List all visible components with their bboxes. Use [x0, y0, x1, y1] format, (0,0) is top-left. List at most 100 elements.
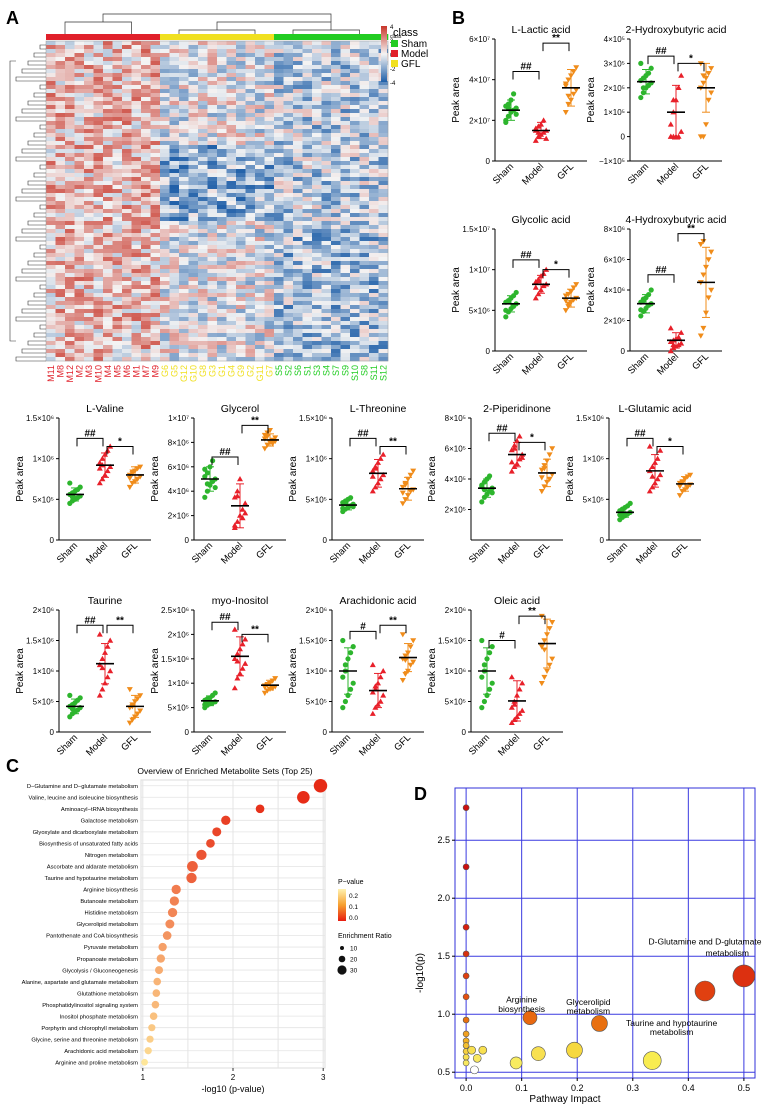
- heatmap-cell: [321, 57, 332, 62]
- heatmap-cell: [84, 185, 94, 190]
- heatmap-cell: [274, 245, 284, 250]
- heatmap-cell: [293, 149, 303, 154]
- heatmap-cell: [179, 253, 189, 258]
- heatmap-cell: [217, 85, 227, 90]
- heatmap-cell: [188, 277, 199, 282]
- heatmap-cell: [103, 245, 113, 250]
- heatmap-cell: [93, 105, 104, 110]
- heatmap-cell: [179, 213, 189, 218]
- heatmap-cell: [198, 157, 208, 162]
- heatmap-cell: [74, 57, 85, 62]
- heatmap-cell: [340, 241, 351, 246]
- heatmap-cell: [312, 217, 322, 222]
- heatmap-cell: [150, 105, 161, 110]
- heatmap-cell: [112, 241, 123, 246]
- heatmap-cell: [378, 293, 389, 298]
- heatmap-cell: [255, 313, 265, 318]
- heatmap-cell: [302, 61, 313, 66]
- heatmap-cell: [264, 345, 275, 350]
- heatmap-cell: [340, 253, 351, 258]
- heatmap-cell: [283, 309, 294, 314]
- heatmap-cell: [160, 45, 170, 50]
- heatmap-cell: [93, 321, 104, 326]
- heatmap-cell: [198, 249, 208, 254]
- heatmap-cell: [245, 161, 256, 166]
- heatmap-cell: [245, 265, 256, 270]
- heatmap-cell: [359, 249, 370, 254]
- heatmap-cell: [264, 229, 275, 234]
- heatmap-cell: [65, 41, 75, 46]
- y-axis-label: -log10(p): [415, 953, 426, 993]
- y-tick-label: 2×10⁶: [306, 606, 327, 615]
- heatmap-cell: [350, 329, 360, 334]
- heatmap-cell: [217, 81, 227, 86]
- heatmap-cell: [236, 245, 246, 250]
- heatmap-cell: [293, 353, 303, 358]
- heatmap-cell: [321, 301, 332, 306]
- heatmap-cell: [226, 113, 237, 118]
- heatmap-cell: [188, 353, 199, 358]
- heatmap-cell: [103, 153, 113, 158]
- heatmap-cell: [236, 213, 246, 218]
- heatmap-cell: [131, 261, 142, 266]
- heatmap-cell: [378, 329, 389, 334]
- heatmap-cell: [74, 145, 85, 150]
- heatmap-cell: [340, 181, 351, 186]
- heatmap-cell: [255, 133, 265, 138]
- sample-label: M2: [74, 365, 84, 378]
- heatmap-cell: [302, 321, 313, 326]
- data-point: [646, 443, 653, 449]
- heatmap-cell: [255, 105, 265, 110]
- heatmap-cell: [217, 297, 227, 302]
- heatmap-cell: [198, 197, 208, 202]
- y-tick-label: 2×10⁶: [33, 606, 54, 615]
- heatmap-cell: [169, 209, 180, 214]
- heatmap-cell: [103, 229, 113, 234]
- heatmap-cell: [179, 357, 189, 362]
- heatmap-cell: [160, 241, 170, 246]
- heatmap-cell: [331, 341, 341, 346]
- heatmap-cell: [255, 309, 265, 314]
- heatmap-cell: [245, 229, 256, 234]
- heatmap-cell: [283, 149, 294, 154]
- plot-title: Glycerol: [221, 403, 260, 415]
- heatmap-cell: [350, 349, 360, 354]
- heatmap-cell: [274, 205, 284, 210]
- enrichment-dot: [158, 942, 167, 952]
- class-bar-cell: [122, 34, 132, 40]
- heatmap-cell: [226, 117, 237, 122]
- heatmap-cell: [378, 285, 389, 290]
- x-tick-label: GFL: [392, 732, 413, 753]
- heatmap-cell: [141, 301, 151, 306]
- heatmap-cell: [226, 217, 237, 222]
- heatmap-cell: [331, 229, 341, 234]
- heatmap-cell: [46, 217, 56, 222]
- heatmap-cell: [369, 173, 379, 178]
- y-tick-label: 1×10⁶: [168, 679, 189, 688]
- heatmap-cell: [55, 221, 66, 226]
- heatmap-cell: [55, 133, 66, 138]
- heatmap-cell: [188, 337, 199, 342]
- significance-bracket: [241, 424, 269, 434]
- heatmap-cell: [198, 245, 208, 250]
- heatmap-cell: [93, 161, 104, 166]
- heatmap-cell: [112, 61, 123, 66]
- sample-label: G7: [264, 365, 274, 377]
- heatmap-cell: [302, 41, 313, 46]
- heatmap-cell: [103, 69, 113, 74]
- heatmap-cell: [207, 297, 218, 302]
- heatmap-cell: [84, 321, 94, 326]
- heatmap-cell: [169, 285, 180, 290]
- heatmap-cell: [283, 281, 294, 286]
- y-tick-label: 5×10⁵: [445, 698, 466, 707]
- heatmap-cell: [169, 341, 180, 346]
- heatmap-cell: [131, 265, 142, 270]
- heatmap-cell: [169, 105, 180, 110]
- heatmap-cell: [350, 337, 360, 342]
- heatmap-cell: [188, 305, 199, 310]
- heatmap-cell: [93, 61, 104, 66]
- heatmap-cell: [312, 281, 322, 286]
- heatmap-cell: [198, 273, 208, 278]
- heatmap-cell: [302, 109, 313, 114]
- heatmap-cell: [46, 73, 56, 78]
